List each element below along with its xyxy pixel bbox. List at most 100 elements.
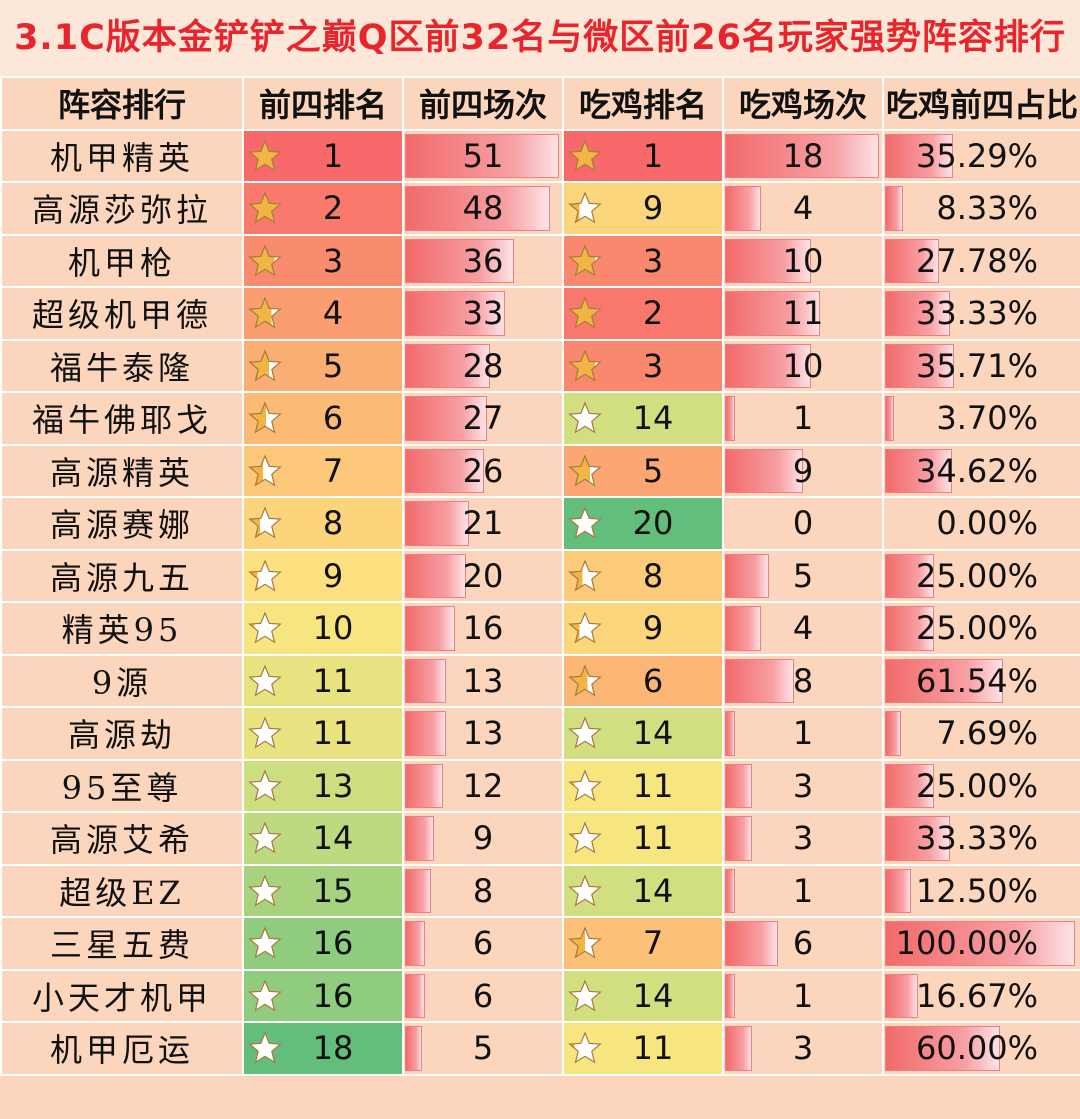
- top4-rank-cell-value: 10: [312, 609, 354, 648]
- data-bar: [725, 343, 812, 388]
- table-title: 3.1C版本金铲铲之巅Q区前32名与微区前26名玩家强势阵容排行: [0, 0, 1080, 76]
- data-bar: [725, 238, 812, 283]
- top4-rank-cell-value: 11: [312, 661, 354, 700]
- header-win-rank: 吃鸡排名: [562, 76, 724, 131]
- star-icon: [568, 716, 602, 749]
- win-ratio-cell-value: 33.33%: [915, 819, 1038, 858]
- win-count-cell: 3: [722, 1021, 884, 1076]
- top4-count-cell: 5: [402, 1021, 564, 1076]
- win-count-cell: 9: [722, 443, 884, 498]
- win-ratio-cell: 35.71%: [882, 338, 1080, 393]
- win-rank-cell: 8: [562, 548, 724, 603]
- header-win-ratio: 吃鸡前四占比: [882, 76, 1080, 131]
- win-count-cell-value: 3: [792, 1029, 814, 1068]
- top4-count-cell: 51: [402, 128, 564, 183]
- win-ratio-cell-value: 27.78%: [915, 241, 1038, 280]
- win-count-cell-value: 5: [792, 556, 814, 595]
- lineup-name-value: 机甲精英: [49, 138, 194, 177]
- data-bar: [725, 133, 879, 178]
- win-rank-cell-value: 6: [642, 661, 664, 700]
- lineup-name-value: 9源: [91, 663, 153, 702]
- lineup-name-value: 三星五费: [49, 926, 194, 965]
- win-ratio-cell-value: 25.00%: [915, 556, 1038, 595]
- win-rank-cell: 6: [562, 653, 724, 708]
- table-row: 三星五费 16 6 7 6 100.00%: [0, 916, 1080, 971]
- table-row: 超级EZ 15 8 14 1 12.50%: [0, 863, 1080, 918]
- win-rank-cell-value: 11: [632, 819, 674, 858]
- lineup-name-value: 高源艾希: [49, 821, 194, 860]
- top4-count-cell-value: 9: [472, 819, 494, 858]
- top4-count-cell-value: 12: [462, 766, 504, 805]
- star-icon: [248, 874, 282, 907]
- win-count-cell: 18: [722, 128, 884, 183]
- top4-count-cell: 28: [402, 338, 564, 393]
- star-icon: [248, 821, 282, 854]
- top4-rank-cell: 13: [242, 758, 404, 813]
- win-count-cell-value: 1: [792, 976, 814, 1015]
- win-rank-cell: 14: [562, 863, 724, 918]
- table-row: 高源艾希 14 9 11 3 33.33%: [0, 811, 1080, 866]
- data-bar: [885, 868, 911, 913]
- win-rank-cell-value: 11: [632, 1029, 674, 1068]
- star-icon: [248, 716, 282, 749]
- data-bar: [725, 921, 778, 966]
- win-ratio-cell-value: 60.00%: [915, 1029, 1038, 1068]
- win-ratio-cell-value: 33.33%: [915, 294, 1038, 333]
- win-ratio-cell-value: 100.00%: [895, 924, 1038, 963]
- lineup-name-value: 95至尊: [61, 768, 183, 807]
- win-rank-cell-value: 5: [642, 451, 664, 490]
- win-count-cell: 10: [722, 233, 884, 288]
- star-icon: [568, 874, 602, 907]
- top4-rank-cell-value: 16: [312, 924, 354, 963]
- header-lineup: 阵容排行: [0, 76, 244, 131]
- top4-rank-cell-value: 5: [322, 346, 344, 385]
- win-rank-cell: 14: [562, 706, 724, 761]
- table-row: 超级机甲德 4 33 2 11 33.33%: [0, 286, 1080, 341]
- top4-count-cell: 16: [402, 601, 564, 656]
- win-ratio-cell: 25.00%: [882, 758, 1080, 813]
- win-ratio-cell: 25.00%: [882, 601, 1080, 656]
- top4-count-cell-value: 16: [462, 609, 504, 648]
- table-row: 高源劫 11 13 14 1 7.69%: [0, 706, 1080, 761]
- table-row: 高源精英 7 26 5 9 34.62%: [0, 443, 1080, 498]
- win-rank-cell-value: 20: [632, 504, 674, 543]
- lineup-name-value: 精英95: [61, 611, 183, 650]
- top4-rank-cell: 16: [242, 916, 404, 971]
- win-rank-cell: 5: [562, 443, 724, 498]
- data-bar: [885, 133, 954, 178]
- top4-count-cell-value: 26: [462, 451, 504, 490]
- data-bar: [405, 1026, 422, 1071]
- win-ratio-cell: 33.33%: [882, 286, 1080, 341]
- table-row: 9源 11 13 6 8 61.54%: [0, 653, 1080, 708]
- win-count-cell-value: 1: [792, 871, 814, 910]
- data-bar: [885, 763, 935, 808]
- data-bar: [885, 606, 935, 651]
- top4-count-cell-value: 48: [462, 189, 504, 228]
- lineup-name: 机甲枪: [0, 233, 244, 288]
- data-bar: [725, 291, 820, 336]
- data-bar: [885, 711, 902, 756]
- star-icon: [248, 349, 282, 382]
- top4-rank-cell: 2: [242, 181, 404, 236]
- top4-count-cell-value: 51: [462, 136, 504, 175]
- lineup-ranking-table: 阵容排行 前四排名 前四场次 吃鸡排名 吃鸡场次 吃鸡前四占比 机甲精英 1 51 1…: [0, 76, 1080, 1076]
- lineup-name: 高源九五: [0, 548, 244, 603]
- star-icon: [568, 401, 602, 434]
- top4-rank-cell: 4: [242, 286, 404, 341]
- data-bar: [885, 1026, 1000, 1071]
- top4-count-cell: 9: [402, 811, 564, 866]
- data-bar: [405, 763, 443, 808]
- win-ratio-cell-value: 0.00%: [936, 504, 1038, 543]
- data-bar: [725, 868, 736, 913]
- top4-count-cell: 33: [402, 286, 564, 341]
- win-rank-cell-value: 14: [632, 714, 674, 753]
- win-ratio-cell: 100.00%: [882, 916, 1080, 971]
- table-row: 高源赛娜 8 21 20 0 0.00%: [0, 496, 1080, 551]
- data-bar: [885, 448, 953, 493]
- top4-count-cell: 8: [402, 863, 564, 918]
- win-rank-cell-value: 14: [632, 976, 674, 1015]
- win-ratio-cell-value: 34.62%: [915, 451, 1038, 490]
- top4-rank-cell: 18: [242, 1021, 404, 1076]
- win-count-cell: 3: [722, 758, 884, 813]
- win-rank-cell: 3: [562, 338, 724, 393]
